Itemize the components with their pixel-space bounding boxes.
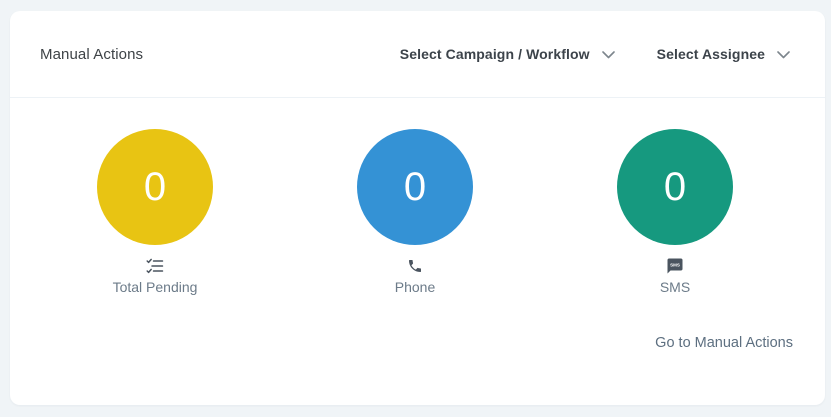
chevron-down-icon bbox=[777, 51, 790, 59]
checklist-icon bbox=[146, 257, 164, 275]
total-pending-circle: 0 bbox=[97, 129, 213, 245]
stats-row: 0 Total Pending 0 bbox=[10, 98, 825, 297]
stat-label-sms: SMS bbox=[659, 279, 691, 295]
phone-circle: 0 bbox=[357, 129, 473, 245]
widget-title: Manual Actions bbox=[40, 45, 144, 63]
campaign-workflow-dropdown[interactable]: Select Campaign / Workflow bbox=[400, 46, 615, 62]
stat-sms: 0 SMS SMS bbox=[545, 129, 805, 297]
stat-total-pending: 0 Total Pending bbox=[25, 129, 285, 297]
sms-icon-text: SMS bbox=[670, 262, 680, 267]
total-pending-value: 0 bbox=[143, 165, 167, 209]
stat-label-phone: Phone bbox=[394, 279, 436, 295]
sms-icon: SMS bbox=[666, 257, 684, 275]
go-to-manual-actions-link[interactable]: Go to Manual Actions bbox=[655, 335, 793, 351]
header-filters: Select Campaign / Workflow Select Assign… bbox=[400, 46, 790, 62]
assignee-dropdown[interactable]: Select Assignee bbox=[657, 46, 790, 62]
phone-icon bbox=[407, 257, 423, 275]
card-header: Manual Actions Select Campaign / Workflo… bbox=[10, 11, 825, 98]
phone-value: 0 bbox=[403, 165, 427, 209]
manual-actions-card: Manual Actions Select Campaign / Workflo… bbox=[10, 11, 825, 405]
chevron-down-icon bbox=[601, 51, 615, 59]
stat-label-total-pending: Total Pending bbox=[112, 279, 198, 295]
stat-phone: 0 Phone bbox=[285, 129, 545, 297]
sms-value: 0 bbox=[663, 165, 687, 209]
sms-circle: 0 bbox=[617, 129, 733, 245]
campaign-workflow-dropdown-label: Select Campaign / Workflow bbox=[399, 46, 590, 62]
footer-link-row: Go to Manual Actions bbox=[10, 334, 825, 353]
assignee-dropdown-label: Select Assignee bbox=[656, 46, 765, 62]
